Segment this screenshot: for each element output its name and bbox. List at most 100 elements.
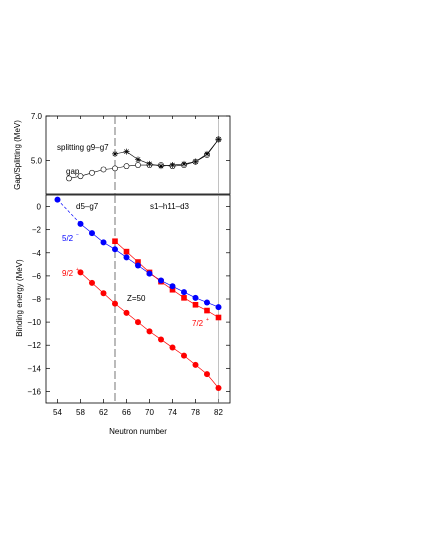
x-tick-label: 70 [145, 408, 154, 417]
bottom-y-axis: 0 −2 −4 −6 −8 −10 −12 −14 −16 [27, 203, 230, 396]
bottom-y-tick-label: −6 [32, 272, 42, 281]
label-5-2: 5/2 − [62, 232, 79, 243]
x-axis-label: Neutron number [109, 427, 167, 436]
x-tick-label: 66 [122, 408, 131, 417]
red-circle-point [77, 269, 84, 276]
splitting-point [181, 160, 187, 167]
top-y-axis-label: Gap/Splitting (MeV) [13, 120, 22, 190]
blue-point [123, 254, 130, 261]
red-square-point [169, 286, 176, 293]
blue-point [215, 304, 222, 311]
top-y-axis: 7.0 5.0 [31, 112, 230, 166]
top-y-tick-label: 7.0 [31, 112, 43, 121]
blue-point [135, 262, 141, 269]
label-9-2-text: 9/2 [62, 269, 74, 278]
top-series [66, 136, 222, 182]
top-panel: 7.0 5.0 Gap/Splitting (MeV) splitting g9–… [13, 112, 231, 195]
red-circle-point [215, 384, 222, 391]
splitting-point [204, 150, 210, 157]
splitting-point [135, 156, 141, 163]
gap-point [77, 173, 84, 180]
bottom-reference-lines [114, 195, 219, 403]
red-square-point [192, 301, 199, 308]
red-square-point [123, 248, 130, 255]
blue-point [169, 283, 176, 290]
bottom-y-tick-label: −14 [27, 364, 41, 373]
red-circle-point [89, 279, 95, 286]
top-y-tick-label: 5.0 [31, 157, 43, 166]
label-7-2-parity: + [206, 317, 209, 323]
gap-point [135, 162, 141, 168]
label-7-2-text: 7/2 [192, 319, 204, 328]
red-circle-point [112, 300, 118, 307]
top-plot-frame [45, 115, 231, 195]
blue-point [112, 246, 118, 253]
bottom-y-axis-label: Binding energy (MeV) [15, 259, 24, 337]
label-9-2: 9/2 + [62, 267, 79, 278]
bottom-series [54, 196, 222, 391]
splitting-point [169, 162, 176, 169]
red-square-point [204, 307, 210, 314]
blue-dashed-segment [57, 199, 81, 225]
red-square-point [181, 295, 187, 301]
gap-point [100, 166, 107, 173]
blue-point [181, 289, 187, 296]
label-9-2-parity: + [76, 267, 79, 273]
red-circle-point [181, 352, 187, 359]
x-tick-label: 78 [191, 408, 200, 417]
red-square-point [112, 238, 118, 245]
bottom-y-tick-label: −10 [27, 318, 41, 327]
label-5-2-parity: − [76, 232, 79, 238]
top-reference-lines [114, 116, 219, 194]
blue-point [89, 230, 95, 237]
bottom-x-axis: 54 58 62 66 70 74 78 82 [53, 116, 223, 417]
bottom-y-tick-label: −12 [27, 341, 41, 350]
red-circle-point [146, 328, 153, 335]
blue-point [192, 294, 199, 301]
gap-point [66, 175, 72, 182]
splitting-point [158, 163, 164, 170]
bottom-y-tick-label: −16 [27, 387, 41, 396]
red-square-point [215, 314, 222, 321]
red-circle-point [169, 344, 176, 351]
blue-point [54, 196, 61, 203]
splitting-line [114, 139, 219, 167]
bottom-y-tick-label: −4 [32, 249, 42, 258]
gap-series-label: gap [66, 167, 80, 176]
blue-point [77, 220, 84, 227]
splitting-point [192, 158, 199, 165]
red-circle-point [192, 361, 199, 368]
splitting-point [146, 160, 153, 167]
label-7-2: 7/2 + [192, 317, 209, 328]
bottom-y-tick-label: −2 [32, 226, 42, 235]
red-square-point [135, 259, 141, 265]
splitting-point [123, 148, 130, 155]
red-circle-point [100, 290, 107, 297]
label-5-2-text: 5/2 [62, 234, 74, 243]
x-tick-label: 62 [99, 408, 108, 417]
x-tick-label: 82 [214, 408, 223, 417]
x-tick-label: 74 [168, 408, 177, 417]
bottom-panel: 0 −2 −4 −6 −8 −10 −12 −14 −16 54 58 62 66 70 74 78 82 B… [15, 116, 231, 436]
blue-point [204, 299, 210, 306]
splitting-series-label: splitting g9–g7 [57, 143, 109, 152]
splitting-point [215, 136, 222, 143]
gap-point [112, 165, 118, 172]
bottom-y-tick-label: −8 [32, 295, 42, 304]
annotation-d5-g7: d5–g7 [76, 202, 99, 211]
bottom-y-tick-label: 0 [37, 203, 42, 212]
blue-point [100, 239, 107, 246]
red-circle-point [123, 309, 130, 316]
red-circle-point [204, 371, 210, 378]
annotation-z50: Z=50 [127, 294, 146, 303]
gap-point [123, 163, 130, 170]
annotation-s1-h11-d3: s1–h11–d3 [150, 202, 190, 211]
x-tick-label: 58 [76, 408, 85, 417]
blue-point [158, 277, 164, 284]
splitting-point [112, 150, 118, 157]
gap-point [89, 169, 95, 176]
x-tick-label: 54 [53, 408, 62, 417]
red-circle-point [158, 336, 164, 343]
blue-point [146, 270, 153, 277]
